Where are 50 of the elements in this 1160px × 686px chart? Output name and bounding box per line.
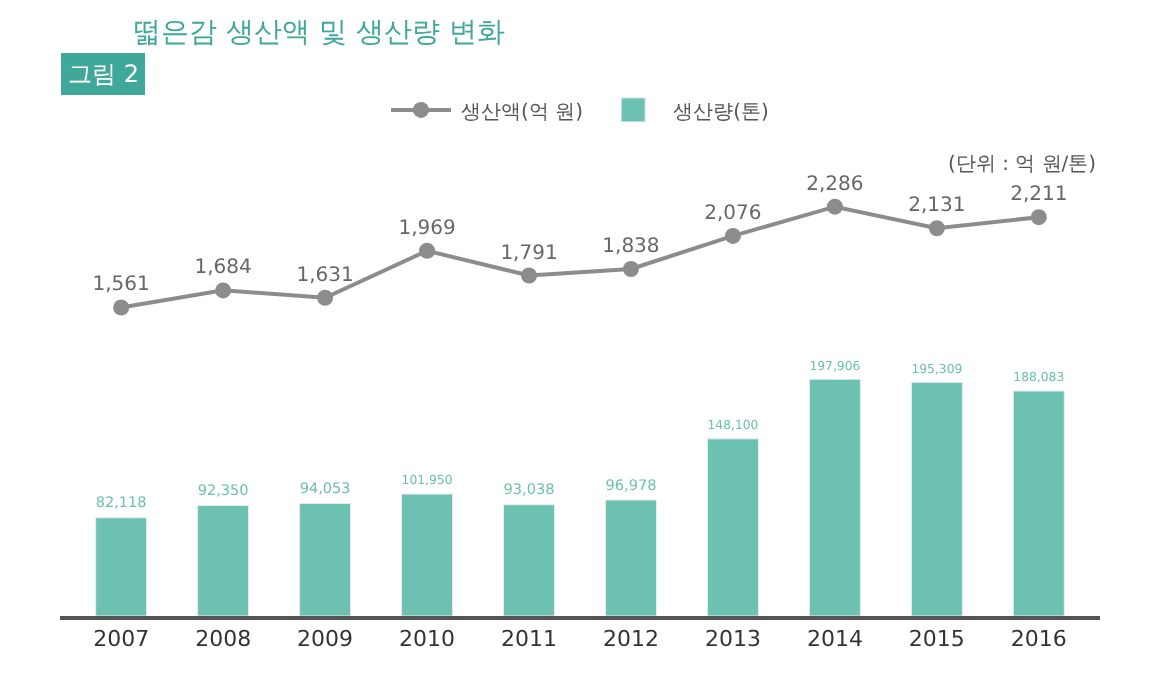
caption: 그림 2 (68, 60, 139, 88)
bar (503, 504, 555, 616)
bar (910, 381, 963, 616)
bar (808, 378, 861, 616)
bar (605, 499, 657, 616)
legend-label: 생산량(톤) (673, 101, 769, 124)
x-tick-label: 2010 (399, 625, 456, 652)
data-label: 2,286 (806, 173, 864, 196)
x-tick-label: 2011 (501, 625, 558, 652)
x-tick-label: 2007 (93, 625, 150, 652)
point (419, 242, 436, 259)
data-label: 82,118 (95, 493, 148, 512)
data-label: 2,076 (704, 202, 762, 225)
bar (197, 505, 250, 616)
chart-title: 떫은감 생산액 및 생산량 변화 (133, 16, 506, 49)
point (521, 267, 538, 284)
point (928, 220, 945, 237)
data-label: 1,838 (602, 235, 660, 258)
bar (1012, 390, 1065, 616)
data-label: 1,969 (398, 217, 456, 240)
x-tick-label: 2012 (602, 625, 659, 652)
bar (706, 438, 759, 616)
bar (299, 502, 352, 616)
data-label: 1,791 (500, 242, 558, 265)
x-tick-label: 2016 (1010, 625, 1067, 652)
point (215, 282, 232, 299)
point (622, 260, 639, 277)
x-tick-label: 2008 (195, 625, 252, 652)
text: (단위 : 억 원/톤) (948, 154, 1097, 176)
data-label: 1,561 (92, 274, 150, 297)
point (826, 198, 843, 215)
data-label: 1,631 (296, 264, 354, 287)
point (1030, 209, 1047, 226)
data-label: 1,684 (194, 257, 252, 280)
bar (401, 493, 454, 616)
x-tick-label: 2014 (806, 625, 863, 652)
data-label: 2,131 (908, 195, 966, 218)
data-label: 94,053 (299, 479, 352, 498)
data-label: 93,038 (503, 480, 556, 499)
point (724, 227, 741, 244)
x-tick-label: 2009 (297, 625, 354, 652)
data-label: 2,211 (1010, 184, 1068, 207)
data-label: 96,978 (605, 475, 658, 494)
legend-label: 생산액(억 원) (461, 101, 584, 124)
point (113, 299, 130, 316)
point (317, 289, 334, 306)
x-tick-label: 2013 (704, 625, 761, 652)
x-tick-label: 2015 (908, 625, 965, 652)
data-label: 92,350 (197, 481, 250, 500)
bar (95, 517, 148, 616)
